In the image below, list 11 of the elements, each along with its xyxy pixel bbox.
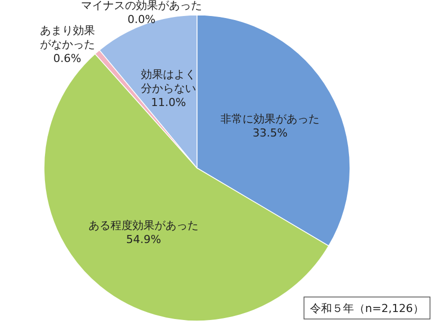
slice-label: ある程度効果があった xyxy=(88,219,199,232)
slice-label: 非常に効果があった xyxy=(220,112,320,126)
text: 令和５年（n=2,126） xyxy=(310,302,424,315)
category-label: マイナスの効果があった xyxy=(80,0,202,12)
data-label: 33.5% xyxy=(252,126,288,140)
data-label: 0.6% xyxy=(53,52,82,65)
text: 0.0% xyxy=(128,13,156,26)
data-label: 11.0% xyxy=(151,96,186,109)
data-label: 54.9% xyxy=(126,233,162,246)
slice-label: 効果はよく分からない xyxy=(140,68,196,95)
slice-label: あまり効果がなかった xyxy=(40,24,95,51)
